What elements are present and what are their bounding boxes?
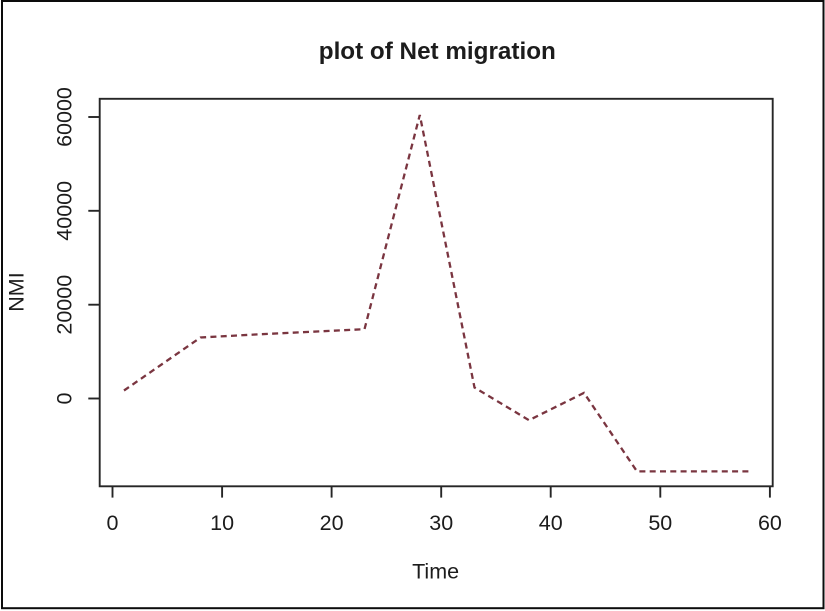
svg-text:60: 60 bbox=[758, 511, 782, 535]
svg-text:0: 0 bbox=[53, 392, 77, 404]
svg-text:20: 20 bbox=[320, 511, 344, 535]
svg-text:20000: 20000 bbox=[53, 275, 77, 335]
svg-text:0: 0 bbox=[107, 511, 119, 535]
svg-text:40: 40 bbox=[539, 511, 563, 535]
svg-text:10: 10 bbox=[210, 511, 234, 535]
svg-text:Time: Time bbox=[412, 559, 459, 583]
svg-text:60000: 60000 bbox=[53, 87, 77, 147]
svg-text:NMI: NMI bbox=[5, 272, 29, 311]
svg-text:40000: 40000 bbox=[53, 181, 77, 241]
svg-text:30: 30 bbox=[429, 511, 453, 535]
svg-text:50: 50 bbox=[648, 511, 672, 535]
svg-text:plot of Net migration: plot of Net migration bbox=[319, 38, 556, 65]
